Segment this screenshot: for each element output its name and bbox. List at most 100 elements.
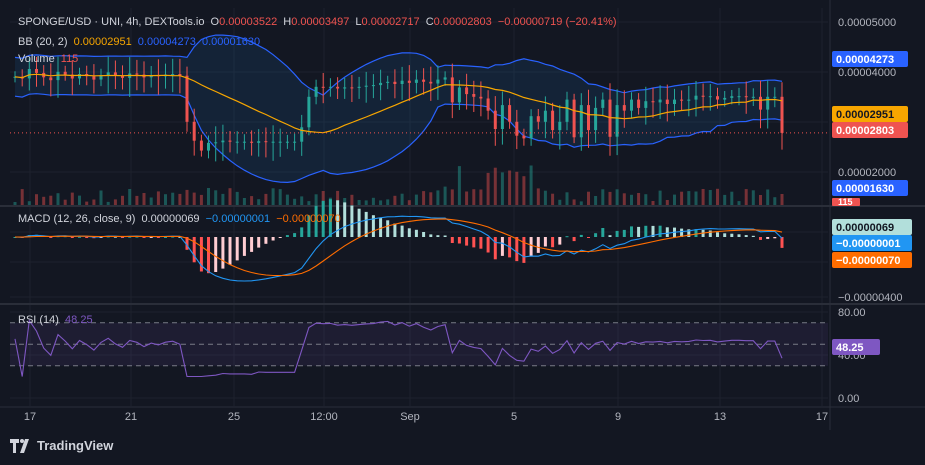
candle-body — [328, 86, 332, 88]
candle-body — [622, 105, 626, 111]
volume-bar — [135, 195, 139, 205]
candle-body — [766, 96, 770, 110]
volume-bar — [637, 193, 641, 205]
volume-bar — [300, 196, 304, 205]
candle-body — [751, 96, 755, 98]
time-tick-label: 12:00 — [310, 411, 338, 423]
volume-bar — [493, 167, 497, 205]
candle-body — [250, 141, 254, 143]
price-tag-bg — [832, 51, 908, 67]
macd-histogram-bar — [285, 235, 289, 237]
macd-histogram-bar — [271, 237, 275, 241]
macd-histogram-bar — [214, 237, 218, 272]
candle — [572, 93, 576, 144]
volume-bar — [630, 194, 633, 205]
candle — [594, 96, 598, 143]
candle — [386, 75, 390, 90]
bb-lower-value: 0.00001630 — [201, 36, 261, 48]
brand-name: TradingView — [37, 438, 114, 453]
volume-bar — [20, 189, 24, 205]
candle — [343, 77, 347, 99]
macd-histogram-bar — [250, 237, 254, 252]
volume-bar — [737, 201, 741, 205]
price-tag-bg — [832, 122, 908, 138]
macd-histogram-bar — [307, 215, 311, 237]
macd-histogram-bar — [594, 233, 598, 237]
candle — [336, 77, 340, 99]
time-tick-label: Sep — [400, 411, 420, 423]
candle-body — [780, 96, 784, 133]
bb-lower-line — [14, 93, 783, 184]
volume-bar — [192, 192, 196, 205]
candle-body — [594, 107, 598, 131]
macd-histogram-bar — [608, 235, 612, 237]
candle — [321, 73, 325, 104]
macd-tag-bg — [832, 235, 912, 251]
candle — [422, 68, 426, 95]
candle-body — [465, 87, 469, 95]
candle-body — [199, 140, 203, 151]
volume-bar — [171, 192, 175, 205]
macd-histogram-bar — [651, 225, 655, 237]
macd-histogram-bar — [142, 237, 146, 238]
volume-bar — [529, 165, 533, 205]
candle-body — [436, 79, 440, 84]
macd-histogram-bar — [694, 229, 698, 237]
candle-body — [35, 69, 38, 73]
volume-bar — [708, 190, 712, 205]
price-tick-label: 0.00005000 — [838, 17, 896, 29]
candle-body — [536, 116, 540, 122]
volume-bar — [579, 201, 583, 205]
volume-bar — [479, 189, 483, 205]
bb-label: BB (20, 2) — [18, 36, 68, 48]
price-tick-label: 0.00002000 — [838, 167, 896, 179]
macd-histogram-bar — [536, 237, 540, 253]
candle-body — [694, 95, 698, 100]
macd-histogram-bar — [321, 200, 325, 237]
volume-bar — [543, 190, 547, 205]
candle-body — [271, 141, 275, 143]
candle — [493, 96, 497, 146]
candle — [644, 86, 648, 125]
volume-bar — [608, 191, 612, 205]
volume-bar — [27, 201, 31, 205]
macd-histogram-bar — [500, 237, 504, 256]
candle-body — [558, 121, 562, 131]
open-label: O — [210, 16, 220, 28]
candle — [651, 87, 655, 118]
macd-histogram-bar — [113, 236, 117, 238]
macd-histogram-bar — [328, 199, 332, 237]
candle — [314, 79, 318, 105]
volume-bar — [285, 194, 289, 205]
candle-body — [701, 95, 705, 97]
time-tick-label: 17 — [816, 411, 828, 423]
rsi-line — [14, 319, 783, 378]
volume-bar — [429, 192, 433, 205]
candle-body — [207, 142, 210, 151]
rsi-tick-label: 0.00 — [838, 393, 859, 405]
candle — [328, 78, 332, 97]
candle — [271, 125, 275, 161]
high-value: 0.00003497 — [291, 16, 350, 28]
macd-legend: MACD (12, 26, close, 9) 0.00000069 −0.00… — [18, 213, 344, 225]
macd-histogram-bar — [371, 215, 375, 237]
candle — [543, 96, 547, 139]
candle — [35, 56, 38, 87]
volume-bar — [386, 199, 390, 205]
volume-bar — [221, 193, 225, 205]
volume-bar — [271, 188, 275, 205]
candle — [744, 81, 748, 114]
volume-bar — [113, 199, 117, 205]
candle-body — [572, 99, 576, 138]
macd-histogram-bar — [70, 237, 74, 238]
tradingview-brand[interactable]: TradingView — [10, 438, 113, 453]
bb-legend: BB (20, 2) 0.00002951 0.00004273 0.00001… — [18, 36, 263, 48]
candle-body — [257, 141, 261, 143]
macd-histogram-bar — [422, 232, 426, 237]
candle-body — [364, 85, 368, 87]
macd-line-value: −0.00000001 — [205, 213, 271, 225]
macd-histogram-bar — [364, 211, 368, 237]
macd-signal-value: −0.00000070 — [276, 213, 341, 225]
volume-bar — [257, 199, 261, 205]
